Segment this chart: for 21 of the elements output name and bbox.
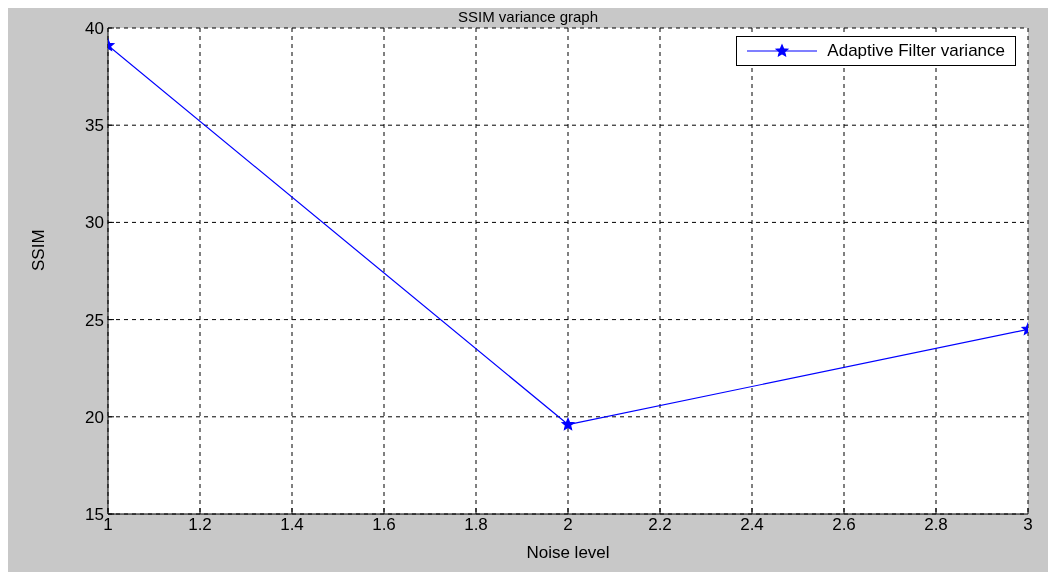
x-tick-label: 2.2 <box>648 515 672 535</box>
y-tick-label: 15 <box>85 505 104 525</box>
x-tick-label: 2.8 <box>924 515 948 535</box>
y-tick-label: 40 <box>85 19 104 39</box>
x-axis-title: Noise level <box>526 543 610 562</box>
y-tick-label: 35 <box>85 116 104 136</box>
x-tick-label: 2.6 <box>832 515 856 535</box>
x-tick-label: 1.4 <box>280 515 304 535</box>
y-tick-label: 25 <box>85 310 104 330</box>
x-tick-label: 1.2 <box>188 515 212 535</box>
legend-label: Adaptive Filter variance <box>827 41 1005 61</box>
x-tick-label: 2 <box>563 515 573 535</box>
chart-title: SSIM variance graph <box>457 8 599 25</box>
y-tick-label: 20 <box>85 407 104 427</box>
y-axis-title: SSIM <box>29 229 49 271</box>
x-tick-label: 3 <box>1023 515 1033 535</box>
x-tick-label: 1 <box>103 515 113 535</box>
x-tick-label: 1.6 <box>372 515 396 535</box>
x-tick-label: 1.8 <box>464 515 488 535</box>
x-tick-label: 2.4 <box>740 515 764 535</box>
y-tick-label: 30 <box>85 213 104 233</box>
